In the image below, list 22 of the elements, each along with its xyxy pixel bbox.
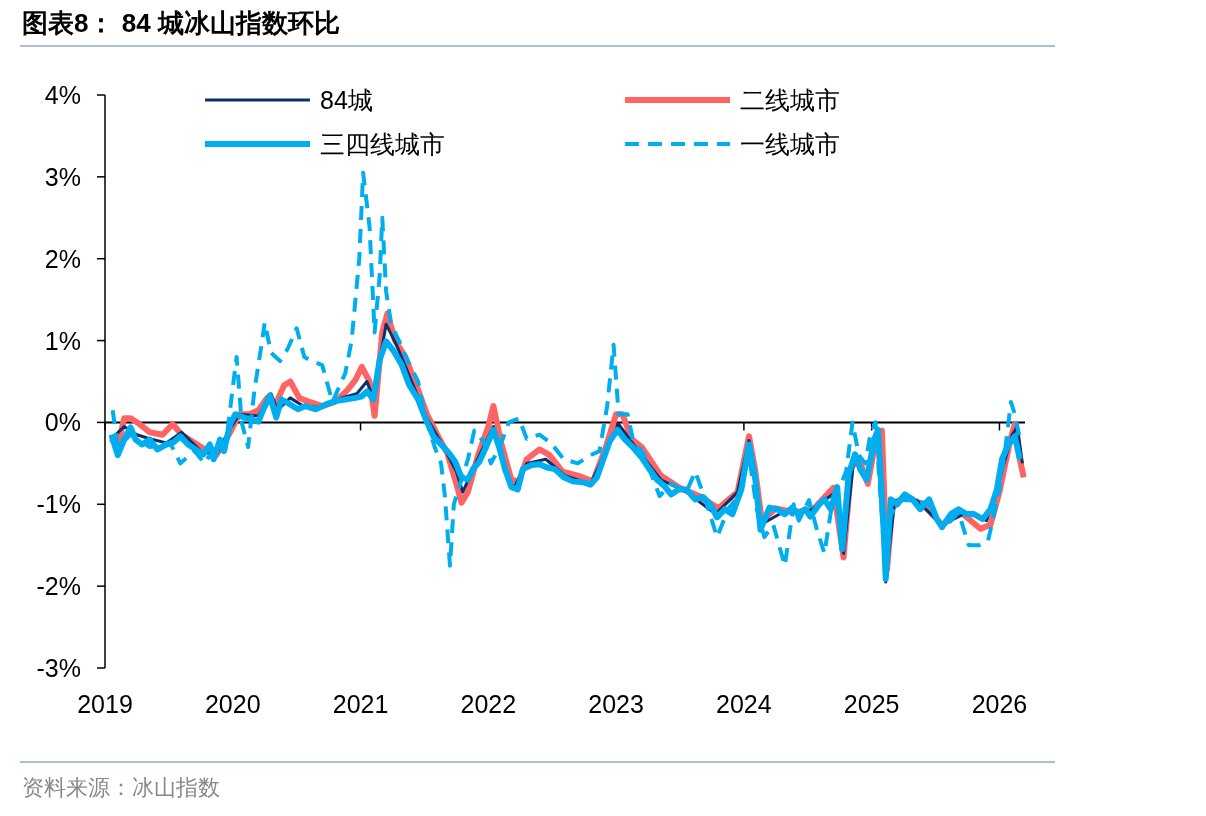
y-tick-label: 4%: [44, 81, 81, 109]
x-tick-label: 2025: [843, 690, 900, 718]
x-tick-label: 2021: [332, 690, 389, 718]
annotation: 资料来源：冰山指数: [22, 775, 220, 800]
y-tick-label: 1%: [44, 326, 81, 355]
title: 图表8： 84 城冰山指数环比: [22, 8, 340, 38]
legend-label: 二线城市: [740, 86, 840, 114]
x-tick-label: 2024: [716, 690, 772, 718]
y-tick-label: 2%: [44, 244, 81, 273]
legend-label: 三四线城市: [320, 130, 445, 158]
x-tick-label: 2019: [77, 690, 133, 718]
legend-label: 84城: [320, 86, 373, 114]
legend-label: 一线城市: [740, 130, 840, 158]
y-tick-label: -1%: [36, 490, 81, 519]
y-tick-label: 0%: [44, 408, 81, 437]
y-tick-label: -3%: [36, 654, 81, 682]
x-tick-label: 2026: [971, 690, 1028, 718]
y-tick-label: 3%: [44, 162, 81, 191]
x-tick-label: 2023: [588, 690, 644, 718]
x-tick-label: 2020: [204, 690, 261, 718]
x-tick-label: 2022: [460, 690, 517, 718]
y-tick-label: -2%: [36, 572, 81, 601]
